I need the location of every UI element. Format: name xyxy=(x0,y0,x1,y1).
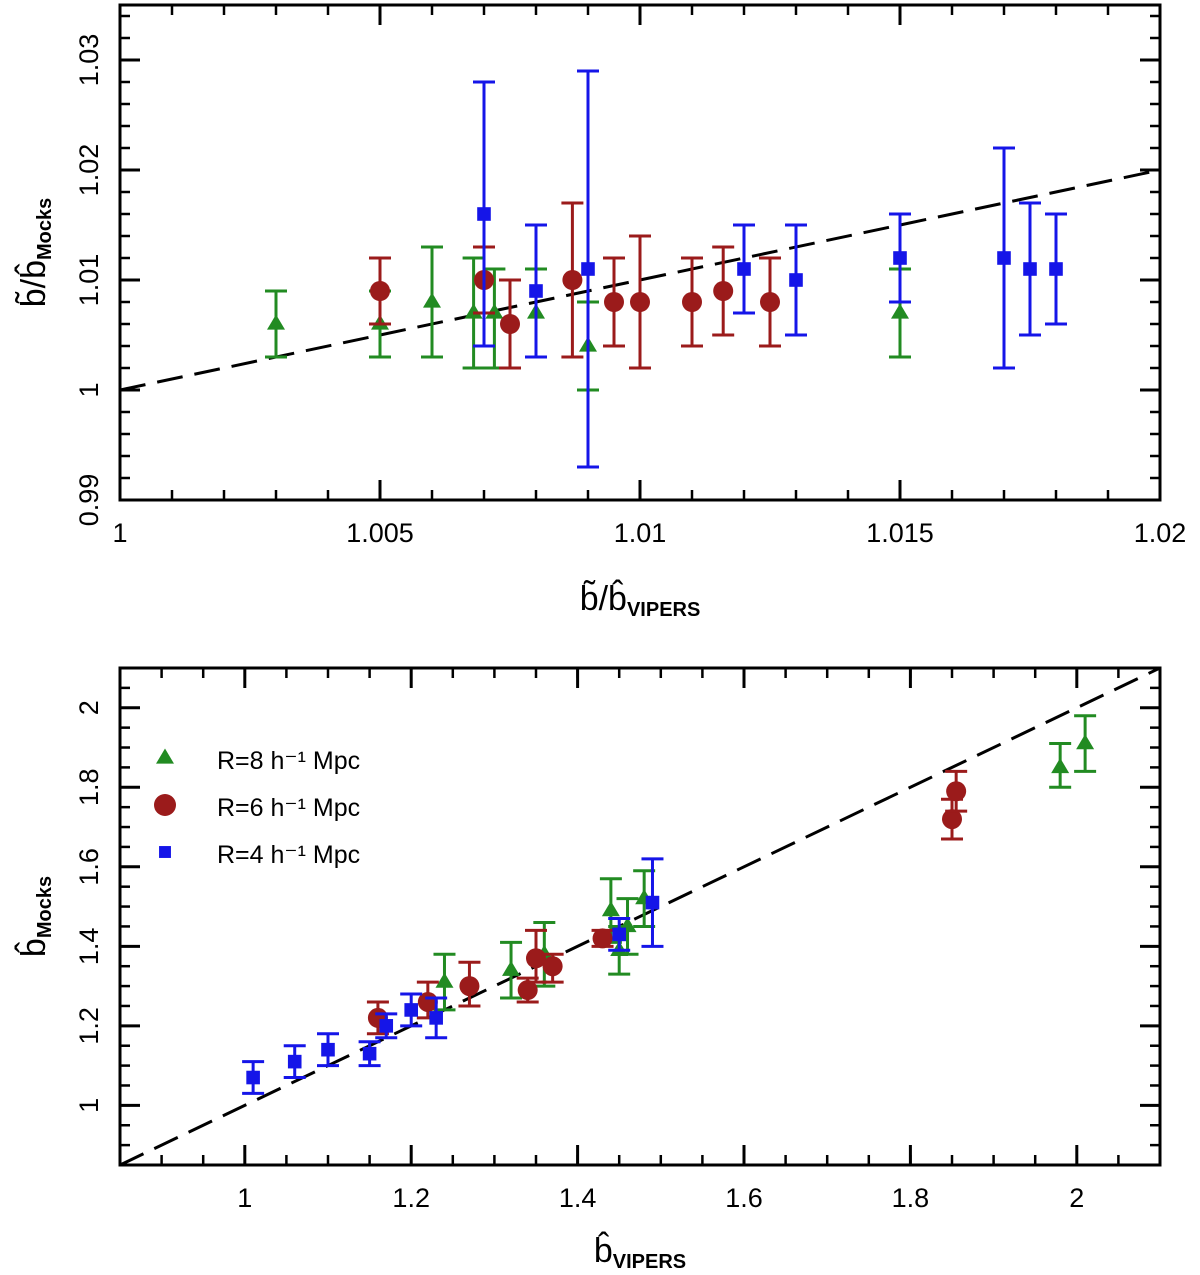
y-tick-label: 1.6 xyxy=(74,848,104,886)
x-axis-title-main: b̂ xyxy=(594,1231,613,1270)
data-point-square xyxy=(612,927,626,942)
x-axis-title-main: b̃/b̂ xyxy=(580,579,627,618)
one-to-one-line xyxy=(120,168,1160,392)
data-point-circle xyxy=(942,809,962,830)
data-point-square xyxy=(997,251,1011,265)
x-tick-label: 1 xyxy=(112,518,127,548)
y-tick-label: 1.4 xyxy=(74,928,104,966)
x-tick-label: 1.015 xyxy=(866,518,934,548)
x-axis-title-subscript: VIPERS xyxy=(627,599,700,621)
data-point-square xyxy=(246,1070,260,1085)
y-axis-title-main: b̃/b̂ xyxy=(14,260,53,307)
x-tick-label: 1.2 xyxy=(392,1183,430,1213)
series-circle xyxy=(366,769,968,1036)
legend-label: R=4 h⁻¹ Mpc xyxy=(217,841,360,869)
data-point-triangle xyxy=(485,303,504,319)
y-axis-title: b̃/b̂Mocks xyxy=(14,198,56,308)
x-tick-label: 1.02 xyxy=(1134,518,1187,548)
plot-frame xyxy=(118,666,1162,1167)
data-point-triangle xyxy=(435,972,454,988)
x-tick-label: 1 xyxy=(237,1183,252,1213)
data-point-triangle xyxy=(267,314,285,330)
data-point-square xyxy=(379,1019,394,1033)
y-tick-label: 1 xyxy=(74,382,104,397)
x-tick-label: 1.01 xyxy=(614,518,667,548)
legend-entry: R=8 h⁻¹ Mpc xyxy=(156,747,360,775)
data-point-circle xyxy=(592,928,613,949)
data-point-triangle xyxy=(1076,734,1095,750)
data-point-circle xyxy=(517,980,538,1001)
data-point-circle xyxy=(500,314,520,334)
data-point-square xyxy=(1049,262,1063,276)
data-point-square xyxy=(737,262,751,276)
data-point-square xyxy=(404,1003,418,1017)
x-tick-label: 1.6 xyxy=(725,1183,763,1213)
data-point-triangle xyxy=(502,960,521,976)
legend-marker-triangle xyxy=(156,748,174,764)
data-point-square xyxy=(645,895,660,910)
data-point-triangle xyxy=(423,292,441,308)
y-tick-label: 1.01 xyxy=(74,254,104,307)
data-point-square xyxy=(789,273,803,287)
data-point-square xyxy=(321,1042,335,1057)
data-point-circle xyxy=(526,948,546,969)
x-tick-label: 1.8 xyxy=(892,1183,930,1213)
data-point-square xyxy=(362,1046,377,1061)
legend: R=8 h⁻¹ Mpc R=6 h⁻¹ Mpc R=4 h⁻¹ Mpc xyxy=(154,747,360,869)
y-tick-label: 1 xyxy=(74,1098,104,1113)
y-tick-label: 1.2 xyxy=(74,1007,104,1045)
data-point-circle xyxy=(370,281,390,301)
data-point-circle xyxy=(760,292,780,312)
series-square xyxy=(242,857,664,1095)
data-point-square xyxy=(529,284,543,298)
legend-marker-circle xyxy=(154,794,176,816)
legend-marker-square xyxy=(159,846,171,858)
x-tick-label: 1.4 xyxy=(559,1183,597,1213)
one-to-one-line xyxy=(120,668,1160,1165)
series-circle xyxy=(369,201,781,370)
data-point-circle xyxy=(542,956,563,977)
legend-label: R=8 h⁻¹ Mpc xyxy=(217,747,360,775)
y-tick-label: 0.99 xyxy=(74,474,104,527)
y-axis-title-main: b̂ xyxy=(14,938,53,957)
x-tick-label: 1.005 xyxy=(346,518,414,548)
bottom-panel: 1 1.2 1.4 1.6 1.8 211.21.41.61.82b̂VIPERSb̂Mo… xyxy=(14,666,1162,1273)
data-point-square xyxy=(287,1054,302,1069)
x-axis-title-subscript: VIPERS xyxy=(613,1251,686,1273)
y-axis-title-subscript: Mocks xyxy=(34,198,56,260)
series-square xyxy=(473,69,1067,469)
data-point-circle xyxy=(630,292,650,312)
data-point-square xyxy=(581,262,595,276)
data-point-circle xyxy=(562,270,583,290)
data-point-square xyxy=(893,251,907,265)
y-tick-label: 2 xyxy=(74,700,104,715)
data-point-triangle xyxy=(464,303,483,319)
legend-label: R=6 h⁻¹ Mpc xyxy=(217,794,360,822)
legend-entry: R=6 h⁻¹ Mpc xyxy=(154,794,360,822)
x-axis-title: b̂VIPERS xyxy=(594,1231,686,1273)
y-tick-label: 1.8 xyxy=(74,769,104,807)
legend-entry: R=4 h⁻¹ Mpc xyxy=(159,841,360,869)
data-point-circle xyxy=(604,292,624,312)
x-tick-label: 2 xyxy=(1069,1183,1084,1213)
y-tick-label: 1.03 xyxy=(74,34,104,87)
data-point-square xyxy=(429,1011,443,1025)
y-tick-label: 1.02 xyxy=(74,144,104,197)
data-point-square xyxy=(477,207,491,221)
data-point-circle xyxy=(682,292,702,312)
data-point-circle xyxy=(459,976,480,997)
data-point-square xyxy=(1023,262,1037,276)
data-point-circle xyxy=(713,281,734,301)
y-axis-title-subscript: Mocks xyxy=(34,876,56,938)
x-axis-title: b̃/b̂VIPERS xyxy=(580,579,701,621)
data-point-triangle xyxy=(891,303,909,319)
data-point-triangle xyxy=(601,901,620,917)
data-point-circle xyxy=(946,781,967,802)
top-panel: 1 1.005 1.01 1.015 1.02 0.99 1 1.01 1.02 1.03 b̃/b… xyxy=(14,3,1187,621)
y-axis-title: b̂Mocks xyxy=(14,876,56,957)
data-point-triangle xyxy=(1051,757,1070,774)
